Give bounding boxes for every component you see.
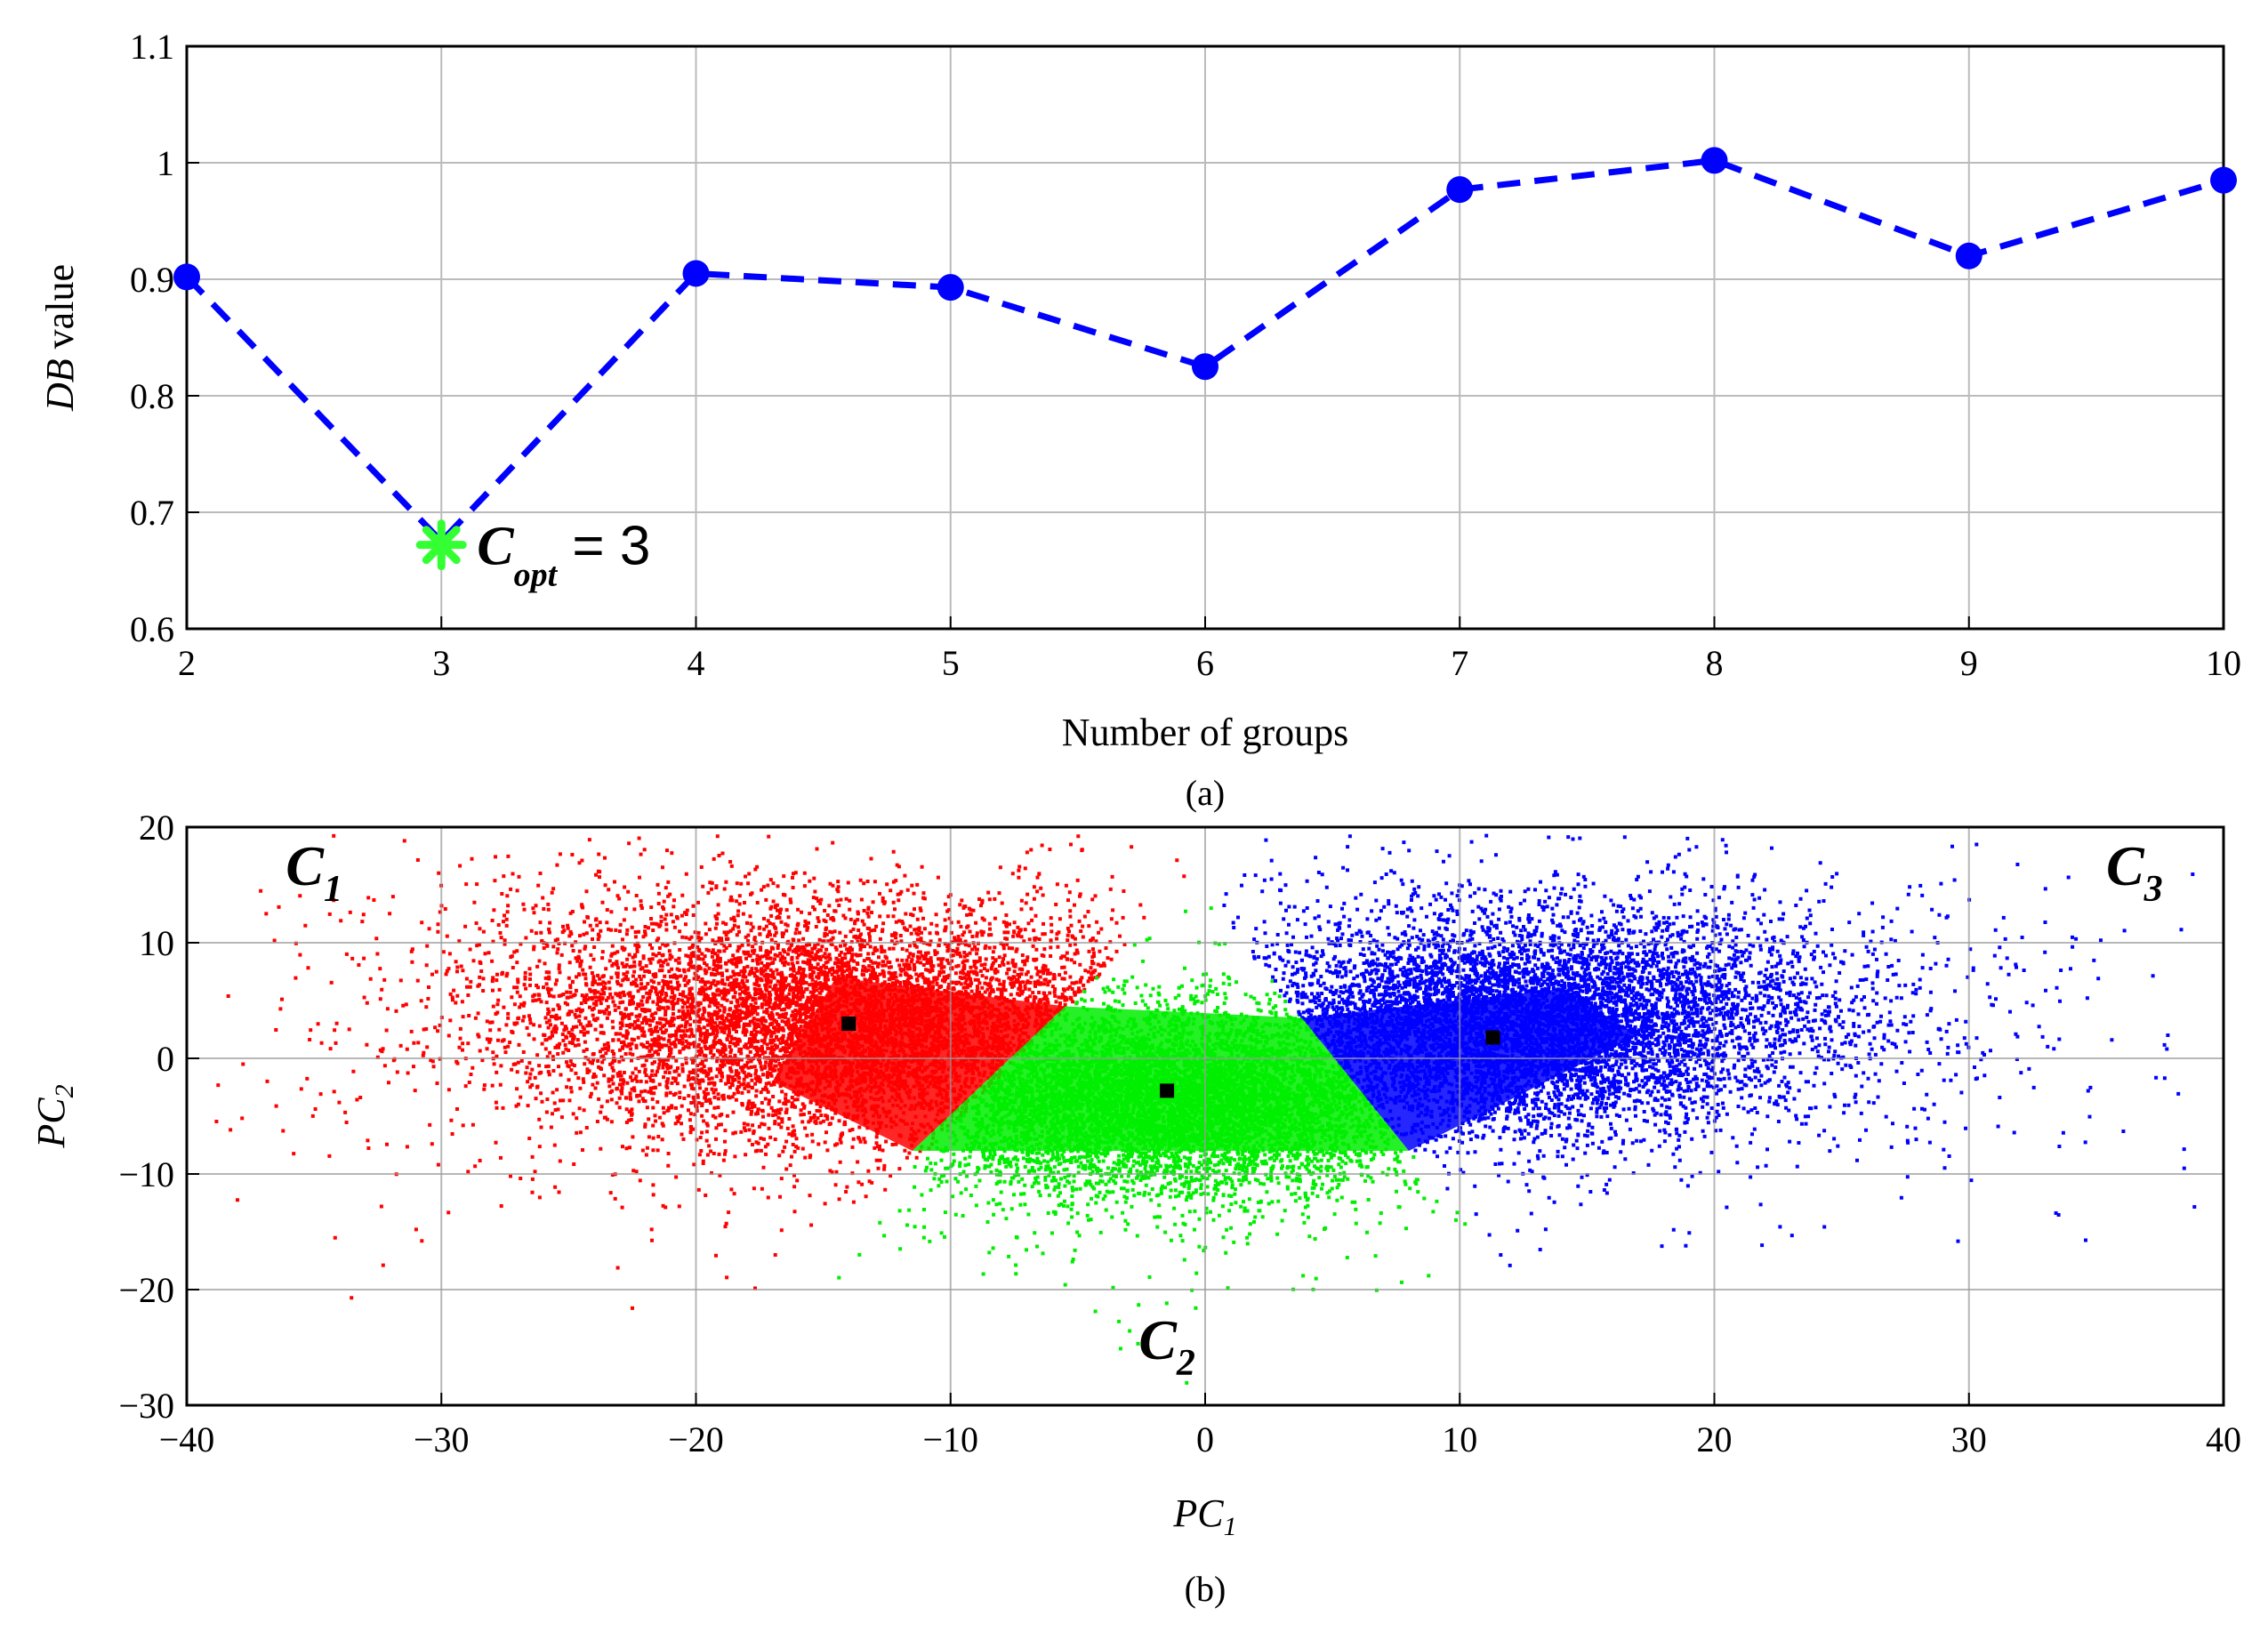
panel-a-data-point <box>1446 176 1474 204</box>
panel-a-x-tick-label: 5 <box>942 643 960 683</box>
panel-b-cluster-label-sub: 1 <box>324 869 342 910</box>
panel-a-y-tick-label: 0.8 <box>130 376 174 416</box>
panel-b-cluster-label-sub: 2 <box>1176 1343 1195 1384</box>
panel-a-annotation: Copt = 3 <box>415 516 650 594</box>
panel-a-y-tick-label: 1.1 <box>130 27 174 67</box>
panel-a-db-chart: 2 3 4 5 6 7 8 9 10 0.6 0.7 0.8 0.9 1 1.1 Copt = 3 Numb… <box>38 27 2241 813</box>
panel-a-optimum-label-rest: = 3 <box>557 516 650 577</box>
panel-a-x-tick-label: 8 <box>1706 643 1724 683</box>
panel-a-optimum-star-marker <box>415 519 467 571</box>
panel-a-y-tick-label: 0.7 <box>130 493 174 533</box>
panel-b-centroid-3 <box>1485 1030 1500 1045</box>
panel-a-optimum-label: Copt = 3 <box>477 516 650 594</box>
panel-a-data-point <box>682 260 710 287</box>
panel-a-y-axis-label: DB value <box>38 264 82 412</box>
panel-b-x-tick-label: −30 <box>414 1419 470 1459</box>
panel-b-x-axis-label-main: PC <box>1172 1491 1224 1535</box>
panel-b-y-tick-label: 0 <box>157 1039 174 1079</box>
panel-b-x-axis-label-sub: 1 <box>1224 1512 1237 1541</box>
panel-b-y-tick-label: −20 <box>118 1270 174 1310</box>
panel-b-x-tick-label: 20 <box>1697 1419 1733 1459</box>
panel-a-data-point <box>1955 242 1982 269</box>
panel-b-x-tick-label: 0 <box>1196 1419 1214 1459</box>
panel-a-x-tick-label: 3 <box>432 643 450 683</box>
panel-b-cluster-3-core <box>1301 989 1638 1151</box>
panel-b-cluster-label-main: C <box>2106 834 2145 897</box>
panel-b-cluster-label-3: C3 <box>2106 834 2163 910</box>
panel-a-star-ray <box>422 526 461 565</box>
panel-a-y-tick-label: 0.6 <box>130 609 174 649</box>
panel-b-cluster-cores <box>772 977 1638 1151</box>
panel-b-y-tick-label: 10 <box>139 923 174 963</box>
panel-a-x-tick-label: 10 <box>2206 643 2241 683</box>
panel-b-y-axis-label: PC2 <box>29 1084 79 1148</box>
panel-b-y-axis-label-main: PC <box>29 1097 73 1149</box>
panel-a-x-tick-label: 4 <box>688 643 705 683</box>
panel-b-y-tick-label: −30 <box>118 1386 174 1426</box>
panel-a-series <box>173 147 2237 546</box>
panel-b-cluster-1-points <box>214 833 1186 1310</box>
panel-a-y-tick-label: 0.9 <box>130 260 174 300</box>
panel-a-optimum-label-sub: opt <box>514 557 559 594</box>
panel-b-y-tick-label: 20 <box>139 808 174 848</box>
panel-a-caption: (a) <box>1186 773 1225 813</box>
panel-b-y-tick-label: −10 <box>118 1154 174 1194</box>
panel-b-x-axis-label: PC1 <box>1172 1491 1236 1541</box>
panel-a-y-tick-label: 1 <box>157 143 174 183</box>
panel-b-cluster-label-sub: 3 <box>2143 869 2163 910</box>
panel-b-x-tick-label: −40 <box>159 1419 215 1459</box>
panel-b-cluster-label-2: C2 <box>1138 1308 1195 1384</box>
panel-b-x-tick-label: 40 <box>2206 1419 2241 1459</box>
panel-b-centroids <box>841 1017 1500 1098</box>
panel-b-cluster-label-1: C1 <box>286 834 342 910</box>
panel-b-gridlines <box>186 826 2224 1406</box>
panel-a-y-axis-label-suffix: value <box>38 264 82 358</box>
panel-b-x-tick-label: 30 <box>1951 1419 1987 1459</box>
panel-a-y-axis-label-var: DB <box>38 358 82 412</box>
panel-b-x-tick-label: 10 <box>1442 1419 1477 1459</box>
panel-a-x-axis-label: Number of groups <box>1062 711 1349 754</box>
panel-b-x-tick-label: −10 <box>922 1419 978 1459</box>
panel-b-cluster-label-main: C <box>286 834 325 897</box>
panel-b-x-tick-label: −20 <box>668 1419 724 1459</box>
panel-a-data-point <box>2210 166 2237 194</box>
panel-a-data-point <box>1192 353 1218 381</box>
panel-a-optimum-label-main: C <box>477 517 514 577</box>
panel-a-data-point <box>937 274 964 301</box>
panel-b-cluster-2-core <box>912 1006 1409 1151</box>
panel-a-x-tick-label: 9 <box>1960 643 1978 683</box>
panel-a-ticks: 2 3 4 5 6 7 8 9 10 0.6 0.7 0.8 0.9 1 1.1 <box>130 27 2241 683</box>
panel-a-data-point <box>173 263 200 291</box>
panel-b-cluster-label-main: C <box>1138 1308 1178 1371</box>
panel-a-x-tick-label: 2 <box>178 643 196 683</box>
panel-b-cluster-1-scatter <box>214 833 1186 1310</box>
panel-a-x-tick-label: 6 <box>1196 643 1214 683</box>
panel-a-series-line <box>184 157 2224 546</box>
panel-b-centroid-2 <box>1160 1083 1175 1098</box>
panel-b-centroid-1 <box>841 1017 857 1031</box>
panel-a-data-point <box>1701 147 1728 174</box>
panel-b-y-axis-label-sub: 2 <box>50 1084 79 1097</box>
panel-a-x-tick-label: 7 <box>1451 643 1468 683</box>
panel-b-caption: (b) <box>1185 1569 1226 1609</box>
